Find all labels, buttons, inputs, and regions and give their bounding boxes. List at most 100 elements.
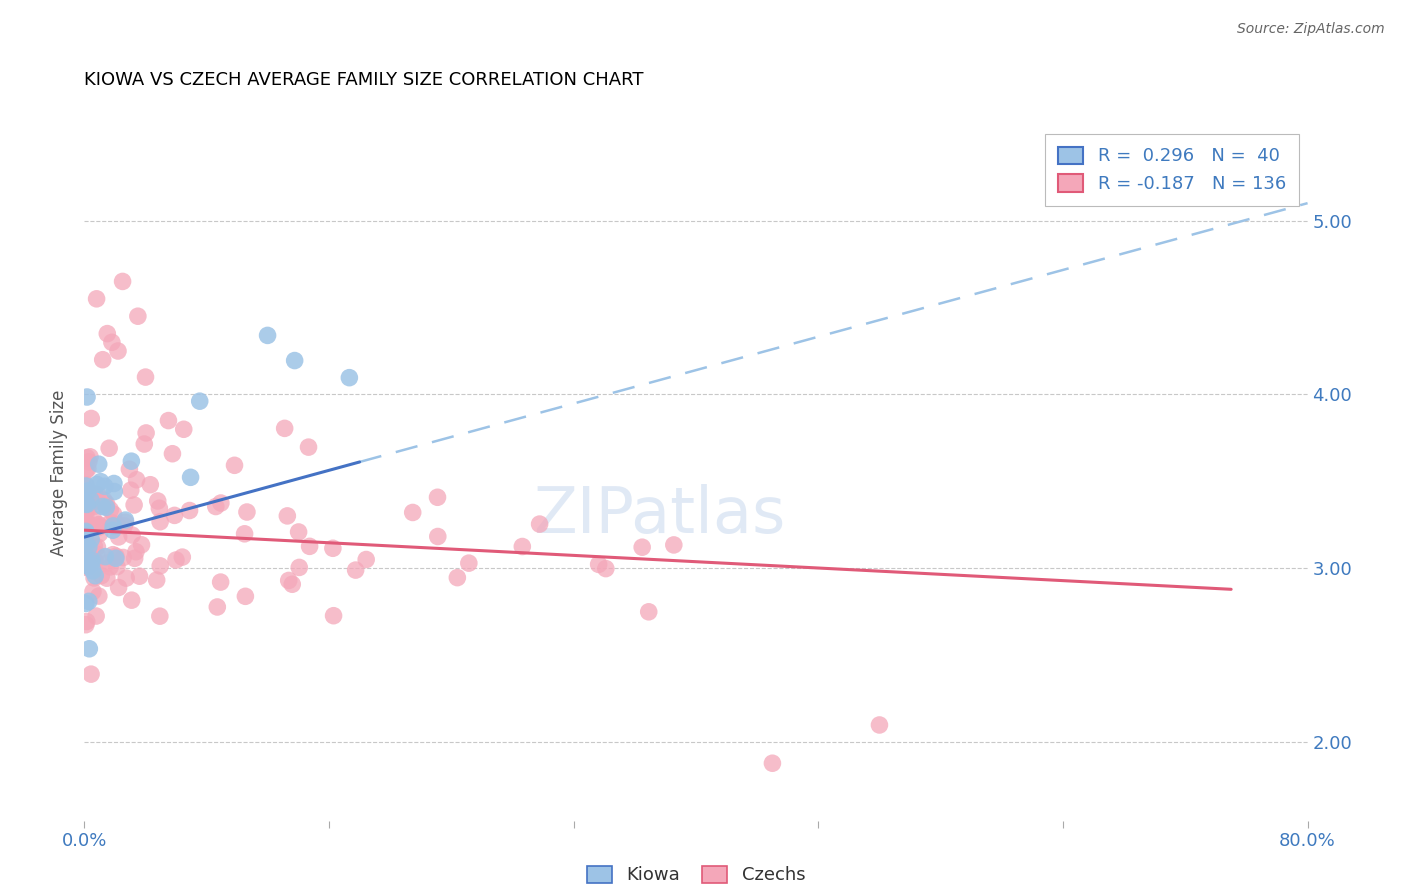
Point [89,520,111,534]
Point [77,540,100,554]
Point [82,584,104,599]
Point [288,560,311,574]
Point [75,538,97,552]
Point [273,421,295,435]
Point [86,487,108,501]
Point [80,496,103,510]
Point [77,594,100,608]
Point [135,425,157,440]
Point [114,516,136,530]
Point [112,550,135,565]
Point [77,557,100,571]
Point [86,292,108,306]
Point [149,609,172,624]
Point [93,493,115,508]
Point [209,575,232,590]
Point [75,548,97,562]
Point [139,477,162,491]
Point [80,553,103,567]
Point [118,462,141,476]
Point [87,589,110,603]
Point [86,493,108,508]
Point [101,523,124,537]
Point [75,515,97,529]
Point [75,518,97,533]
Point [94,549,117,564]
Point [75,479,97,493]
Point [121,593,143,607]
Point [284,353,307,368]
Point [125,473,148,487]
Point [76,462,98,476]
Point [98,441,121,455]
Point [426,490,449,504]
Point [75,617,97,632]
Point [83,499,105,513]
Point [83,494,105,508]
Point [120,454,142,468]
Point [446,571,468,585]
Point [96,500,118,515]
Point [98,560,121,574]
Point [224,458,246,473]
Point [128,569,150,583]
Point [75,464,97,478]
Point [76,390,98,404]
Point [104,549,127,564]
Point [86,477,108,491]
Point [179,503,201,517]
Point [122,498,145,512]
Point [76,498,98,512]
Point [76,502,98,516]
Point [84,568,107,582]
Point [207,599,229,614]
Point [173,422,195,436]
Point [148,501,170,516]
Point [111,274,134,288]
Point [204,500,226,514]
Point [277,574,299,588]
Point [344,563,367,577]
Point [121,528,143,542]
Point [135,370,157,384]
Point [149,558,172,573]
Point [90,568,112,582]
Point [87,457,110,471]
Point [233,526,256,541]
Point [869,718,891,732]
Point [322,541,344,556]
Point [77,483,100,498]
Point [402,506,425,520]
Point [101,335,124,350]
Point [134,437,156,451]
Point [75,497,97,511]
Point [149,515,172,529]
Point [76,517,98,532]
Point [98,503,121,517]
Point [80,533,103,547]
Point [86,540,108,554]
Point [75,558,97,572]
Point [256,328,278,343]
Point [146,494,169,508]
Point [79,450,101,464]
Point [80,556,103,570]
Point [75,509,97,524]
Point [662,538,685,552]
Point [105,517,128,532]
Point [162,447,184,461]
Point [80,411,103,425]
Point [287,524,309,539]
Point [75,519,97,533]
Point [115,571,138,585]
Point [75,527,97,541]
Point [112,519,135,533]
Point [125,545,148,559]
Point [83,512,105,526]
Point [510,540,533,554]
Point [75,560,97,574]
Point [209,496,232,510]
Point [76,615,98,629]
Point [75,596,97,610]
Point [75,554,97,568]
